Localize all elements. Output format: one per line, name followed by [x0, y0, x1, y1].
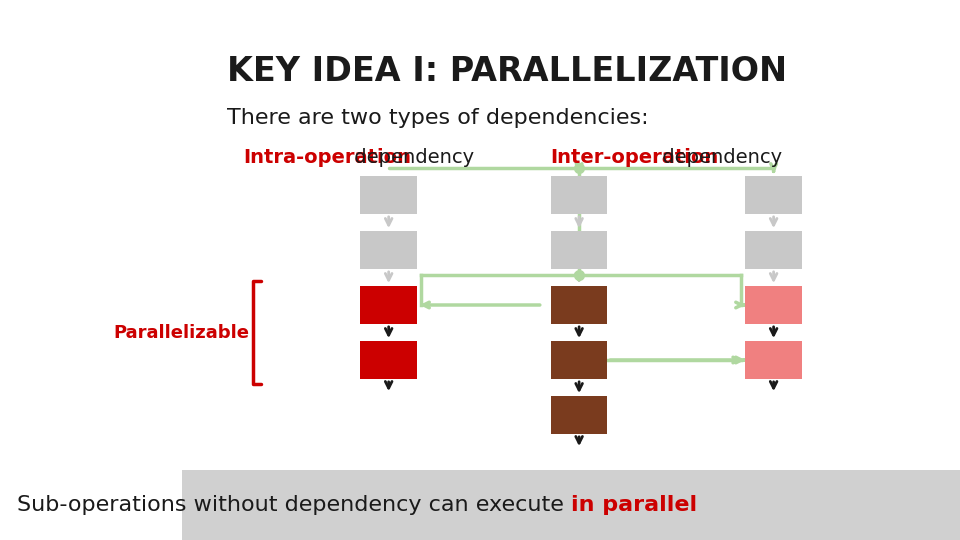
Text: dependency: dependency: [656, 148, 782, 167]
FancyBboxPatch shape: [360, 231, 417, 269]
Text: Inter-operation: Inter-operation: [551, 148, 719, 167]
FancyBboxPatch shape: [551, 176, 608, 214]
FancyBboxPatch shape: [360, 341, 417, 379]
Text: Intra-operation: Intra-operation: [243, 148, 411, 167]
FancyBboxPatch shape: [745, 341, 802, 379]
FancyBboxPatch shape: [551, 286, 608, 324]
FancyBboxPatch shape: [551, 231, 608, 269]
FancyBboxPatch shape: [745, 231, 802, 269]
FancyBboxPatch shape: [551, 396, 608, 434]
FancyBboxPatch shape: [745, 176, 802, 214]
Text: in parallel: in parallel: [571, 495, 697, 515]
FancyBboxPatch shape: [745, 286, 802, 324]
Text: There are two types of dependencies:: There are two types of dependencies:: [227, 108, 648, 128]
Text: Sub-operations without dependency can execute: Sub-operations without dependency can ex…: [17, 495, 571, 515]
FancyBboxPatch shape: [551, 341, 608, 379]
Text: Parallelizable: Parallelizable: [113, 323, 250, 341]
FancyBboxPatch shape: [360, 176, 417, 214]
Text: dependency: dependency: [348, 148, 474, 167]
FancyBboxPatch shape: [360, 286, 417, 324]
Text: KEY IDEA I: PARALLELIZATION: KEY IDEA I: PARALLELIZATION: [227, 55, 786, 88]
FancyBboxPatch shape: [182, 470, 960, 540]
